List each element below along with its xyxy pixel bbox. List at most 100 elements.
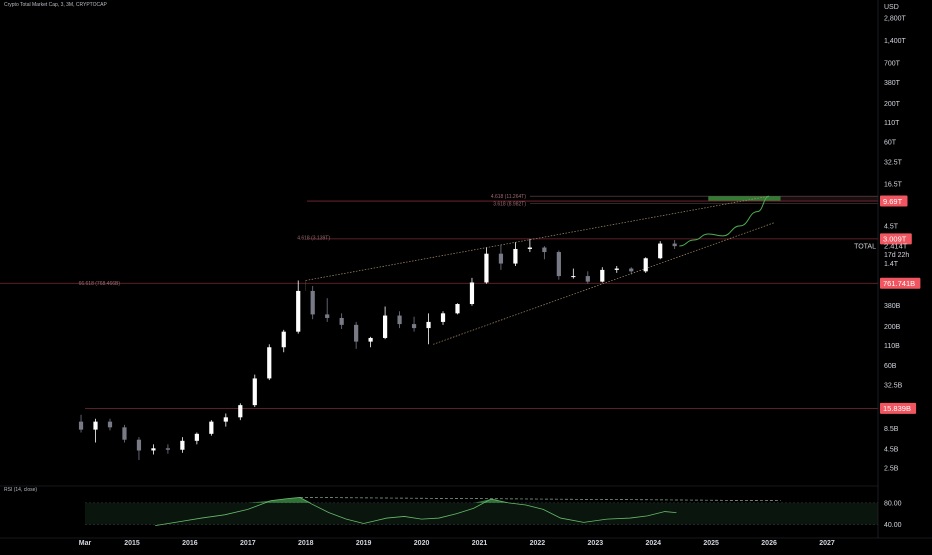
candle-body bbox=[107, 421, 113, 428]
candle-body bbox=[484, 253, 489, 283]
price-tick-label: 2,800T bbox=[884, 16, 907, 23]
candle bbox=[252, 374, 257, 408]
time-tick-label: 2021 bbox=[472, 540, 488, 547]
candle bbox=[411, 316, 417, 332]
price-label-box bbox=[880, 195, 908, 207]
symbol-title[interactable]: Crypto Total Market Cap, 3, 3M, CRYPTOCA… bbox=[4, 2, 107, 8]
candle-body bbox=[556, 252, 561, 277]
candle bbox=[600, 267, 605, 283]
time-axis[interactable]: Mar 2015 2016 2017 2018 2019 2020 2021 2022 2023 2… bbox=[0, 537, 932, 547]
candle-body bbox=[426, 321, 431, 329]
rsi-tick-label: 40.00 bbox=[884, 522, 902, 529]
candle bbox=[354, 321, 359, 349]
horizontal-levels: 4.618 (11.264T) 3.618 (8.982T) 4.618 (3.13… bbox=[0, 194, 878, 409]
trendlines bbox=[305, 195, 775, 345]
price-tick-label: 2.5B bbox=[884, 466, 899, 473]
candle-body bbox=[165, 448, 171, 450]
candle bbox=[339, 313, 344, 329]
candle bbox=[238, 403, 243, 421]
price-tick-label: 16.5T bbox=[884, 181, 903, 188]
time-tick-label: 2019 bbox=[356, 540, 372, 547]
rsi-overbought-fill bbox=[155, 497, 677, 503]
time-tick-label: 2027 bbox=[819, 540, 835, 547]
candle-body bbox=[354, 324, 359, 342]
time-tick-label: 2023 bbox=[588, 540, 604, 547]
candle bbox=[281, 329, 286, 353]
candle-body bbox=[209, 421, 214, 434]
price-tick-label: 60T bbox=[884, 140, 897, 147]
candle bbox=[296, 280, 301, 334]
candle bbox=[571, 268, 576, 279]
candle bbox=[165, 444, 171, 454]
candle-body bbox=[339, 317, 344, 325]
candle-body bbox=[629, 268, 634, 272]
candle-body bbox=[78, 421, 84, 430]
candle-body bbox=[151, 448, 156, 451]
candle-body bbox=[643, 258, 648, 272]
candle-body bbox=[672, 243, 677, 247]
candle bbox=[107, 418, 113, 431]
candle-body bbox=[180, 440, 185, 450]
time-tick-label: 2024 bbox=[645, 540, 661, 547]
target-zones bbox=[708, 196, 878, 202]
candle-body bbox=[325, 314, 330, 318]
candle bbox=[194, 432, 199, 445]
candle-body bbox=[252, 378, 257, 406]
rsi-title[interactable]: RSI (14, close) bbox=[4, 487, 38, 493]
candle-body bbox=[382, 315, 388, 338]
trendline bbox=[433, 222, 775, 345]
candle bbox=[151, 444, 156, 455]
time-tick-label: 2026 bbox=[761, 540, 777, 547]
price-tick-label: 1,400T bbox=[884, 38, 907, 45]
candle bbox=[397, 311, 402, 329]
candle bbox=[180, 437, 185, 453]
candle bbox=[310, 285, 315, 320]
candle-body bbox=[600, 269, 605, 282]
candle-body bbox=[585, 276, 590, 282]
candle-body bbox=[571, 276, 576, 278]
candle-body bbox=[498, 253, 504, 264]
candle bbox=[455, 303, 460, 315]
current-price-label: 2.414T bbox=[884, 241, 908, 250]
price-label: 9.69T bbox=[883, 197, 903, 206]
candle bbox=[368, 336, 373, 348]
time-tick-label: 2015 bbox=[124, 540, 140, 547]
price-tick-label: 4.5T bbox=[884, 223, 899, 230]
time-tick-label: 2018 bbox=[298, 540, 314, 547]
candle-body bbox=[455, 304, 460, 314]
price-tick-label: 700T bbox=[884, 60, 901, 67]
fib-label: 3.618 (8.982T) bbox=[493, 202, 526, 208]
candle-body bbox=[658, 243, 663, 259]
price-axis[interactable]: USD 2,800T 1,400T 700T 380T 200T 110T 60T 32.5T 1… bbox=[854, 0, 932, 550]
candle bbox=[382, 306, 388, 340]
candle bbox=[542, 246, 547, 260]
candle-body bbox=[238, 405, 243, 418]
rsi-line bbox=[155, 497, 677, 527]
candle-body bbox=[440, 313, 446, 322]
candle bbox=[136, 437, 142, 461]
candle-body bbox=[223, 417, 228, 422]
currency-label[interactable]: USD bbox=[884, 4, 899, 11]
candle-body bbox=[93, 421, 98, 430]
rsi-pane bbox=[85, 497, 878, 527]
countdown-label: 17d 22h bbox=[884, 252, 909, 259]
candle-body bbox=[527, 247, 532, 249]
candle bbox=[556, 250, 561, 280]
candle bbox=[325, 298, 330, 322]
price-tick-label: 380T bbox=[884, 80, 901, 87]
price-tick-label: 4.5B bbox=[884, 447, 899, 454]
price-tick-label: 1.4T bbox=[884, 261, 899, 268]
candle bbox=[122, 424, 127, 443]
price-label: 761.741B bbox=[883, 279, 915, 288]
candle bbox=[78, 414, 84, 433]
candle-body bbox=[194, 433, 199, 441]
symbol-label: TOTAL bbox=[854, 243, 876, 250]
time-tick-label: 2025 bbox=[703, 540, 719, 547]
price-tick-label: 110T bbox=[884, 120, 900, 127]
candle-body bbox=[368, 337, 373, 342]
candle bbox=[498, 244, 504, 270]
candle bbox=[513, 242, 518, 266]
fib-label: 66.618 (768.466B) bbox=[79, 281, 121, 287]
